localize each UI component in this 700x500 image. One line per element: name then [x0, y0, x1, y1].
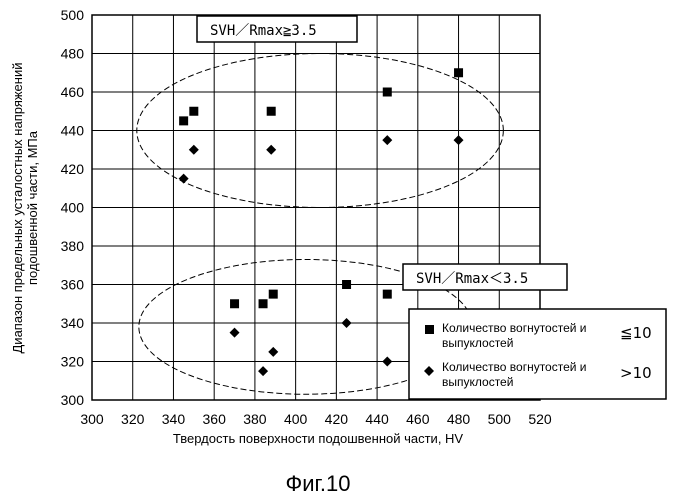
x-tick-labels: 300 320 340 360 380 400 420 440 460 480 500 520 — [80, 411, 552, 427]
plot-frame — [91, 14, 541, 401]
group-ellipse-upper — [136, 53, 504, 208]
x-tick-label: 460 — [406, 411, 430, 427]
y-axis-label: Диапазон предельных усталостных напряжен… — [10, 63, 40, 354]
annotation-lower: SVH／Rmax＜3.5 — [402, 263, 568, 291]
data-point-diamond — [382, 135, 393, 146]
y-tick-label: 480 — [61, 46, 85, 62]
legend-series-2-line-1: Количество вогнутостей и — [442, 360, 587, 374]
y-axis-label-line-1: Диапазон предельных усталостных напряжен… — [10, 63, 25, 354]
legend: Количество вогнутостей и выпуклостей ≦10… — [408, 308, 667, 400]
x-tick-label: 300 — [80, 411, 104, 427]
x-tick-label: 500 — [488, 411, 512, 427]
y-tick-label: 420 — [61, 161, 85, 177]
data-point-square — [179, 116, 189, 126]
data-point-diamond — [382, 356, 393, 367]
data-point-square — [268, 289, 278, 299]
data-point-square — [189, 106, 199, 116]
data-point-square — [230, 299, 240, 309]
annotation-upper-text: SVH／Rmax≧3.5 — [210, 23, 317, 39]
y-tick-label: 360 — [61, 277, 85, 293]
annotation-upper: SVH／Rmax≧3.5 — [196, 15, 358, 43]
data-point-diamond — [266, 144, 277, 155]
data-point-square — [454, 68, 464, 78]
x-tick-label: 520 — [528, 411, 552, 427]
data-point-diamond — [341, 318, 352, 328]
legend-series-2-condition: >10 — [620, 364, 652, 382]
annotation-lower-text: SVH／Rmax＜3.5 — [416, 271, 528, 287]
x-tick-label: 380 — [243, 411, 267, 427]
y-axis-label-line-2: подошвенной части, МПа — [25, 130, 40, 285]
legend-series-1-condition: ≦10 — [620, 324, 652, 342]
data-point-diamond — [258, 366, 269, 377]
data-point-diamond — [268, 346, 279, 357]
y-tick-label: 460 — [61, 84, 85, 100]
data-point-diamond — [453, 135, 464, 146]
data-point-diamond — [178, 173, 189, 184]
data-point-square — [266, 106, 276, 116]
data-points — [178, 68, 464, 377]
y-tick-label: 380 — [61, 238, 85, 254]
data-point-square — [382, 87, 392, 97]
y-tick-label: 300 — [61, 392, 85, 408]
x-tick-label: 420 — [325, 411, 349, 427]
y-tick-label: 400 — [61, 200, 85, 216]
legend-diamond-marker — [424, 366, 434, 376]
x-tick-label: 480 — [447, 411, 471, 427]
x-tick-label: 360 — [203, 411, 227, 427]
y-tick-label: 340 — [61, 315, 85, 331]
x-axis-label: Твердость поверхности подошвенной части,… — [173, 431, 464, 446]
x-tick-label: 340 — [162, 411, 186, 427]
figure-caption: Фиг.10 — [286, 471, 351, 496]
data-point-square — [382, 289, 392, 299]
data-point-diamond — [229, 327, 240, 338]
x-tick-label: 320 — [121, 411, 145, 427]
legend-series-1-line-1: Количество вогнутостей и — [442, 321, 587, 335]
data-point-diamond — [188, 144, 199, 155]
x-tick-label: 440 — [365, 411, 389, 427]
y-tick-labels: 300 320 340 360 380 400 420 440 460 480 500 — [61, 7, 85, 408]
y-tick-label: 320 — [61, 354, 85, 370]
legend-square-marker — [425, 325, 434, 334]
x-tick-label: 400 — [284, 411, 308, 427]
y-tick-label: 500 — [61, 7, 85, 23]
legend-series-2-line-2: выпуклостей — [442, 375, 513, 389]
y-tick-label: 440 — [61, 123, 85, 139]
data-point-square — [342, 280, 352, 289]
data-point-square — [258, 299, 268, 309]
legend-series-1-line-2: выпуклостей — [442, 336, 513, 350]
